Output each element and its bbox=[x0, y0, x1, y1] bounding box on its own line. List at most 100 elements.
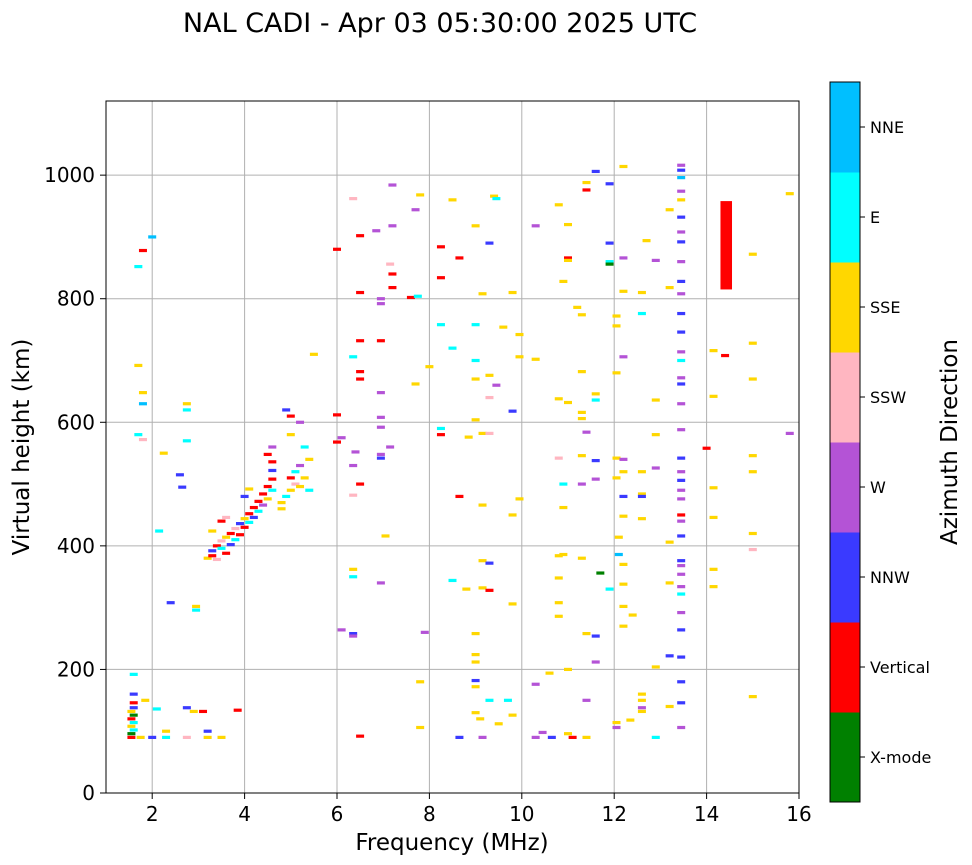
echo-point bbox=[351, 450, 360, 454]
echo-point bbox=[129, 701, 138, 705]
echo-point bbox=[709, 394, 718, 398]
echo-point bbox=[189, 709, 198, 714]
echo-point bbox=[349, 567, 358, 571]
echo-point bbox=[612, 314, 621, 318]
echo-point bbox=[677, 701, 686, 705]
echo-point bbox=[709, 567, 718, 571]
echo-point bbox=[619, 624, 628, 628]
echo-point bbox=[231, 526, 240, 531]
echo-point bbox=[286, 433, 295, 437]
grid-lines bbox=[106, 101, 800, 794]
echo-point bbox=[268, 460, 277, 464]
echo-point bbox=[226, 543, 235, 547]
echo-point bbox=[386, 262, 395, 266]
echo-point bbox=[233, 708, 242, 712]
echo-point bbox=[413, 294, 422, 298]
echo-point bbox=[254, 509, 263, 513]
echo-point bbox=[677, 350, 686, 354]
echo-point bbox=[677, 592, 686, 596]
echo-point bbox=[515, 355, 524, 359]
echo-point bbox=[291, 470, 300, 474]
echo-point bbox=[612, 476, 621, 480]
colorbar-tick-label: W bbox=[870, 478, 886, 497]
echo-point bbox=[709, 585, 718, 589]
echo-point bbox=[222, 515, 231, 520]
echo-point bbox=[568, 735, 577, 739]
colorbar-swatch bbox=[830, 172, 860, 263]
echo-point bbox=[182, 706, 191, 710]
x-tick-label: 2 bbox=[146, 802, 159, 826]
echo-point bbox=[619, 582, 628, 586]
echo-point bbox=[677, 488, 686, 492]
echo-point bbox=[263, 484, 272, 489]
echo-point bbox=[709, 349, 718, 353]
echo-point bbox=[337, 436, 346, 440]
echo-point bbox=[349, 197, 358, 201]
chart-title: NAL CADI - Apr 03 05:30:00 2025 UTC bbox=[183, 8, 697, 39]
colorbar-swatch bbox=[830, 352, 860, 443]
echo-point bbox=[217, 546, 226, 550]
echo-point bbox=[677, 311, 686, 316]
echo-point bbox=[455, 735, 464, 739]
echo-point bbox=[508, 602, 517, 606]
echo-point bbox=[785, 431, 794, 436]
x-tick-label: 10 bbox=[509, 802, 534, 826]
echo-point bbox=[203, 556, 212, 560]
echo-point bbox=[471, 224, 480, 228]
echo-point bbox=[677, 292, 686, 296]
echo-point bbox=[226, 531, 235, 536]
echo-point bbox=[349, 463, 358, 468]
echo-point bbox=[665, 581, 674, 585]
echo-point bbox=[464, 435, 473, 439]
echo-point bbox=[129, 672, 138, 676]
echo-point bbox=[386, 445, 395, 449]
echo-point bbox=[619, 457, 628, 461]
echo-point bbox=[182, 408, 191, 412]
colorbar-tick-label: E bbox=[870, 208, 880, 227]
echo-point bbox=[577, 370, 586, 374]
echo-point bbox=[619, 470, 628, 474]
echo-point bbox=[554, 554, 563, 558]
echo-point bbox=[637, 470, 646, 474]
echo-point bbox=[582, 735, 591, 739]
echo-point bbox=[129, 720, 138, 725]
echo-point bbox=[305, 488, 314, 492]
echo-point bbox=[416, 680, 425, 684]
echo-point bbox=[508, 290, 517, 295]
echo-point bbox=[577, 410, 586, 414]
echo-point bbox=[478, 559, 487, 563]
echo-point bbox=[349, 634, 358, 638]
echo-point bbox=[677, 572, 686, 576]
echo-point bbox=[605, 262, 614, 266]
echo-point bbox=[217, 735, 226, 739]
echo-point bbox=[605, 260, 614, 264]
echo-point bbox=[677, 559, 686, 563]
echo-point bbox=[591, 392, 600, 396]
echo-point bbox=[240, 494, 249, 499]
echo-point bbox=[203, 735, 212, 739]
echo-point bbox=[554, 203, 563, 207]
echo-point bbox=[291, 482, 300, 486]
echo-point bbox=[376, 425, 385, 429]
echo-point bbox=[333, 413, 341, 417]
echo-point bbox=[785, 192, 794, 196]
echo-point bbox=[376, 581, 385, 585]
echo-point bbox=[411, 382, 420, 386]
colorbar-swatch bbox=[830, 442, 860, 533]
echo-point bbox=[217, 539, 226, 543]
echo-point bbox=[614, 535, 623, 539]
echo-point bbox=[564, 258, 572, 263]
echo-point bbox=[748, 454, 757, 458]
echo-point bbox=[637, 492, 646, 496]
echo-point bbox=[494, 722, 503, 726]
echo-point bbox=[651, 735, 660, 739]
echo-point bbox=[515, 332, 524, 337]
echo-points bbox=[127, 163, 794, 739]
echo-point bbox=[591, 660, 600, 664]
echo-point bbox=[436, 245, 445, 249]
echo-point bbox=[129, 713, 138, 717]
echo-point bbox=[591, 634, 600, 638]
y-tick-label: 800 bbox=[57, 287, 95, 311]
echo-point bbox=[356, 339, 365, 343]
echo-point bbox=[591, 458, 600, 463]
